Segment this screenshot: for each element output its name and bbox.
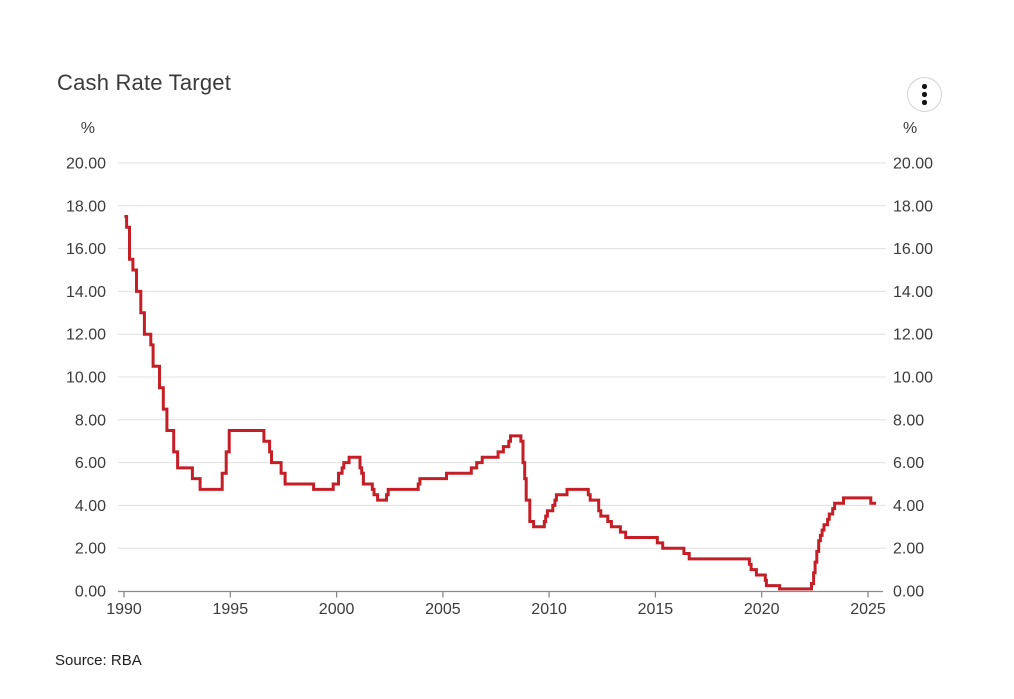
cash-rate-line bbox=[124, 215, 877, 591]
vertical-ellipsis-icon bbox=[922, 84, 927, 105]
y-axis-unit-left: % bbox=[81, 120, 95, 137]
y-axis-label-left: 6.00 bbox=[75, 455, 106, 472]
y-axis-label-right: 4.00 bbox=[893, 498, 924, 515]
x-axis-label: 2005 bbox=[425, 601, 461, 618]
source-note: Source: RBA bbox=[55, 652, 142, 669]
x-axis-label: 2020 bbox=[744, 601, 780, 618]
y-axis-label-right: 8.00 bbox=[893, 412, 924, 429]
y-axis-label-right: 6.00 bbox=[893, 455, 924, 472]
x-axis-label: 1990 bbox=[106, 601, 142, 618]
x-axis-label: 2010 bbox=[531, 601, 567, 618]
y-axis-label-left: 18.00 bbox=[66, 198, 106, 215]
x-axis-label: 1995 bbox=[213, 601, 249, 618]
y-axis-label-right: 12.00 bbox=[893, 327, 933, 344]
y-axis-label-left: 12.00 bbox=[66, 327, 106, 344]
y-axis-label-right: 10.00 bbox=[893, 370, 933, 387]
y-axis-label-left: 10.00 bbox=[66, 370, 106, 387]
y-axis-label-left: 14.00 bbox=[66, 284, 106, 301]
y-axis-label-left: 16.00 bbox=[66, 241, 106, 258]
y-axis-label-right: 20.00 bbox=[893, 156, 933, 173]
chart-title: Cash Rate Target bbox=[57, 70, 232, 95]
y-axis-label-right: 14.00 bbox=[893, 284, 933, 301]
y-axis-label-left: 0.00 bbox=[75, 584, 106, 601]
y-axis-label-right: 2.00 bbox=[893, 541, 924, 558]
y-axis-label-right: 16.00 bbox=[893, 241, 933, 258]
y-axis-label-left: 8.00 bbox=[75, 412, 106, 429]
y-axis-unit-right: % bbox=[903, 120, 917, 137]
y-axis-label-left: 20.00 bbox=[66, 156, 106, 173]
x-axis-label: 2015 bbox=[638, 601, 674, 618]
y-axis-label-right: 18.00 bbox=[893, 198, 933, 215]
y-axis-label-right: 0.00 bbox=[893, 584, 924, 601]
x-axis-label: 2000 bbox=[319, 601, 355, 618]
chart-menu-button[interactable] bbox=[907, 77, 942, 112]
y-axis-label-left: 2.00 bbox=[75, 541, 106, 558]
x-axis-label: 2025 bbox=[850, 601, 886, 618]
y-axis-label-left: 4.00 bbox=[75, 498, 106, 515]
